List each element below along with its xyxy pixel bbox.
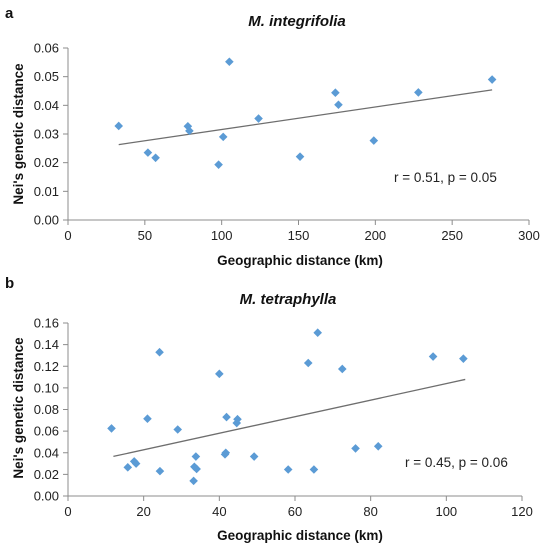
panel-b-data-point xyxy=(189,476,198,486)
panel-b-data-point xyxy=(337,364,347,374)
panel-a-letter: a xyxy=(5,5,14,22)
panel-b-x-tick-label: 80 xyxy=(363,504,377,519)
panel-a-chart: a M. integrifolia Nei's genetic distance… xyxy=(5,5,540,268)
panel-b-data-point xyxy=(143,414,152,423)
panel-a-data-point xyxy=(214,160,223,169)
panel-b-data-point xyxy=(351,444,360,453)
panel-b-data-point xyxy=(233,414,242,424)
panel-a-x-tick-label: 250 xyxy=(441,228,463,243)
panel-a-plot-area: 0.00 0.01 0.02 0.03 0.04 0.05 0.06 0 50 100 150 200… xyxy=(34,41,540,244)
panel-b-y-tick-label: 0.08 xyxy=(34,402,59,417)
panel-a-x-tick-label: 100 xyxy=(211,228,233,243)
panel-b-data-point xyxy=(283,465,293,474)
panel-a-y-tick-label: 0.03 xyxy=(34,127,59,142)
panel-b-y-tick-label: 0.00 xyxy=(34,489,59,504)
panel-b-x-tick-label: 20 xyxy=(136,504,150,519)
panel-a-y-tick-label: 0.06 xyxy=(34,41,59,56)
panel-b-x-tick-label: 120 xyxy=(511,504,533,519)
panel-b-y-tick-label: 0.10 xyxy=(34,380,59,395)
panel-b-data-point xyxy=(215,369,224,379)
panel-a-x-tick-label: 150 xyxy=(288,228,310,243)
panel-b-y-tick-label: 0.06 xyxy=(34,424,59,439)
panel-a-data-point xyxy=(254,114,263,123)
panel-a-y-tick-label: 0.05 xyxy=(34,69,59,84)
panel-a-x-tick-label: 50 xyxy=(138,228,152,243)
panel-b-data-point xyxy=(222,412,231,422)
panel-b-data-point xyxy=(249,452,259,461)
panel-b-plot-area: 0.00 0.02 0.04 0.06 0.08 0.10 0.12 0.14 0.16 0 20 4… xyxy=(34,316,533,520)
panel-b-data-point xyxy=(190,462,199,472)
panel-b-title: M. tetraphylla xyxy=(240,291,337,308)
panel-a-y-tick-label: 0.01 xyxy=(34,184,59,199)
panel-a-data-point xyxy=(114,121,124,131)
panel-b-data-point xyxy=(191,452,201,461)
panel-a-data-point xyxy=(143,148,153,157)
panel-b-y-tick-label: 0.12 xyxy=(34,359,59,374)
panel-a-y-tick-label: 0.00 xyxy=(34,213,59,228)
panel-a-data-point xyxy=(183,121,193,131)
panel-b-data-point xyxy=(173,425,183,434)
panel-a-trend-line xyxy=(118,89,493,146)
panel-b-y-axis-title: Nei's genetic distance xyxy=(11,337,26,479)
panel-a-y-tick-label: 0.04 xyxy=(34,98,59,113)
panel-a-correlation-label: r = 0.51, p = 0.05 xyxy=(394,170,497,185)
panel-a-data-point xyxy=(225,57,234,67)
panel-b-data-point xyxy=(123,463,133,472)
panel-b-data-point xyxy=(303,358,313,368)
panel-b-x-tick-label: 60 xyxy=(288,504,302,519)
panel-b-data-point xyxy=(313,328,322,338)
panel-b-data-point xyxy=(459,354,468,363)
panel-b-correlation-label: r = 0.45, p = 0.06 xyxy=(405,455,508,470)
panel-a-data-point xyxy=(331,88,340,98)
panel-a-y-tick-label: 0.02 xyxy=(34,155,59,170)
panel-a-x-tick-label: 0 xyxy=(64,228,71,243)
panel-b-data-point xyxy=(155,466,165,476)
panel-b-letter: b xyxy=(5,275,14,292)
panel-b-data-point xyxy=(107,424,116,433)
panel-a-x-tick-label: 300 xyxy=(518,228,540,243)
panel-b-data-point xyxy=(309,465,319,474)
panel-b-x-tick-label: 0 xyxy=(64,504,71,519)
panel-b-y-tick-label: 0.14 xyxy=(34,337,59,352)
panel-b-data-point xyxy=(373,441,383,451)
panel-a-data-point xyxy=(218,132,228,142)
panel-b-y-tick-label: 0.04 xyxy=(34,445,59,460)
panel-b-y-tick-label: 0.02 xyxy=(34,467,59,482)
panel-b-chart: b M. tetraphylla Nei's genetic distance … xyxy=(5,275,533,543)
panel-b-data-point xyxy=(221,448,231,458)
panel-b-y-tick-label: 0.16 xyxy=(34,316,59,331)
panel-b-data-point xyxy=(192,464,201,474)
panel-a-data-point xyxy=(185,126,194,136)
panel-b-x-tick-label: 40 xyxy=(212,504,226,519)
panel-a-data-point xyxy=(334,100,343,110)
panel-a-data-point xyxy=(369,136,379,145)
panel-a-data-point xyxy=(151,153,160,163)
panel-a-title: M. integrifolia xyxy=(248,13,346,30)
panel-b-x-axis-title: Geographic distance (km) xyxy=(217,528,383,543)
panel-a-data-point xyxy=(414,88,423,97)
panel-b-data-point xyxy=(155,347,164,357)
panel-a-x-tick-label: 200 xyxy=(364,228,386,243)
panel-b-trend-line xyxy=(113,378,466,458)
panel-b-x-tick-label: 100 xyxy=(435,504,457,519)
panel-a-data-point xyxy=(487,75,497,84)
panel-b-data-point xyxy=(428,352,438,361)
panel-a-y-axis-title: Nei's genetic distance xyxy=(11,63,26,205)
panel-b-data-point xyxy=(131,459,141,468)
panel-a-data-point xyxy=(295,152,305,161)
panel-a-x-axis-title: Geographic distance (km) xyxy=(217,253,383,268)
